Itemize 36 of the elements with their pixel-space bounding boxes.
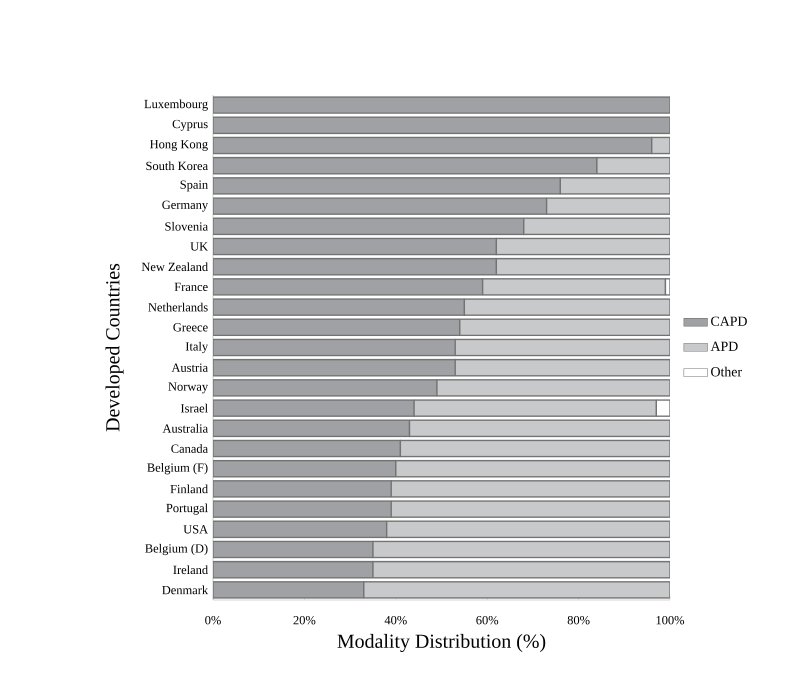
x-axis-title: Modality Distribution (%): [337, 634, 546, 652]
legend-label: APD: [710, 342, 738, 351]
x-tick-label: 0%: [205, 616, 221, 624]
x-tick-label: 20%: [294, 616, 316, 624]
legend-label: CAPD: [711, 316, 747, 326]
y-tick-label: Cyprus: [172, 120, 208, 131]
y-tick-label: Ireland: [173, 565, 208, 574]
y-tick-label: Australia: [162, 424, 208, 433]
y-tick-label: Denmark: [162, 586, 208, 594]
y-tick-label: UK: [190, 242, 208, 251]
legend-label: Other: [711, 366, 742, 376]
y-tick-label: Israel: [180, 404, 208, 412]
y-tick-label: France: [174, 282, 208, 292]
y-tick-label: Austria: [172, 364, 208, 372]
y-axis-title: Developed Countries: [106, 264, 124, 432]
y-tick-label: Norway: [168, 382, 208, 394]
y-tick-label: Hong Kong: [150, 140, 208, 151]
y-tick-label: Slovenia: [165, 222, 208, 231]
y-tick-label: Portugal: [166, 503, 208, 515]
y-tick-label: Belgium (F): [147, 463, 208, 474]
y-tick-label: Greece: [173, 323, 208, 332]
y-tick-label: Luxembourg: [144, 99, 208, 111]
x-tick-label: 80%: [568, 616, 590, 624]
y-tick-label: USA: [183, 525, 208, 534]
x-tick-label: 100%: [656, 616, 684, 624]
y-tick-label: Italy: [186, 342, 208, 354]
y-tick-label: Spain: [180, 180, 208, 192]
y-tick-label: Belgium (D): [145, 544, 208, 556]
y-tick-label: Finland: [170, 484, 208, 494]
x-tick-label: 40%: [384, 616, 407, 624]
y-tick-label: Canada: [171, 444, 208, 453]
y-tick-label: Germany: [162, 200, 208, 212]
y-tick-label: Netherlands: [148, 302, 208, 312]
y-tick-label: New Zealand: [142, 262, 208, 272]
x-tick-label: 60%: [476, 616, 498, 624]
y-tick-label: South Korea: [146, 161, 208, 170]
